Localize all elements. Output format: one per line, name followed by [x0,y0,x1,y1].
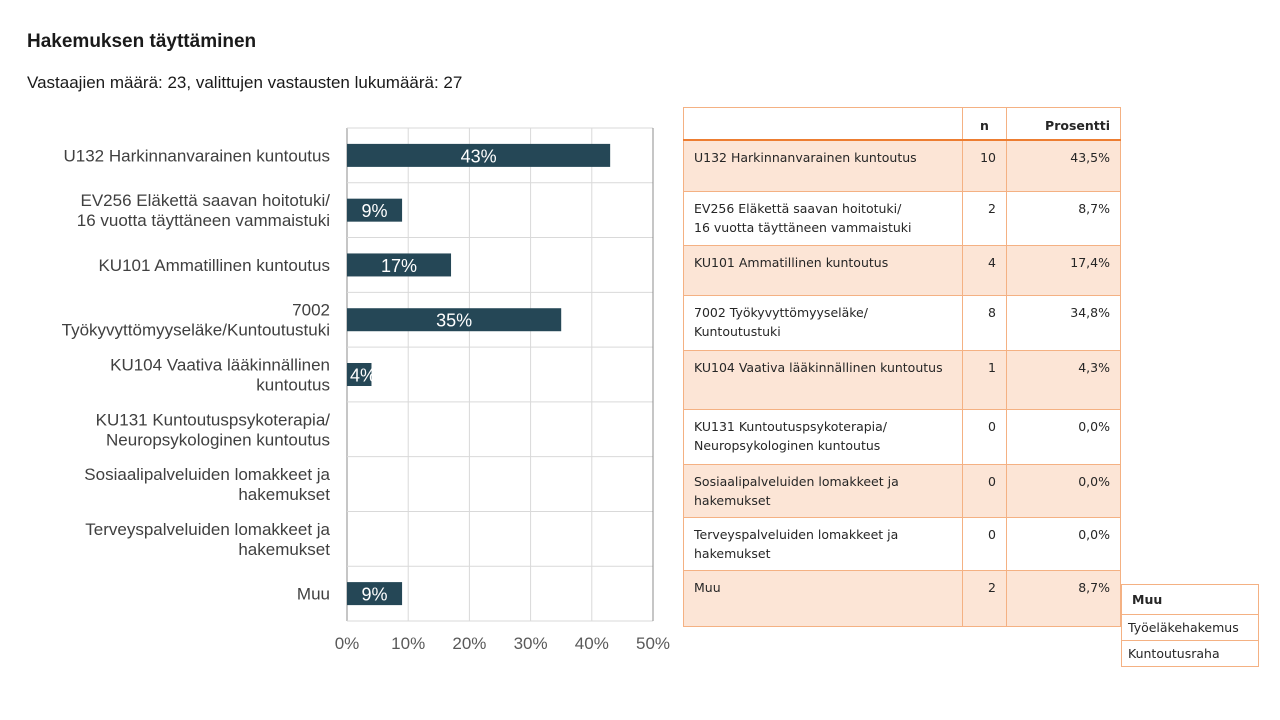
row-label-line: Muu [694,580,721,595]
results-table: n Prosentti U132 Harkinnanvarainen kunto… [683,107,1121,627]
header-label-cell [683,107,963,141]
header-n: n [962,107,1007,141]
row-label: KU101 Ammatillinen kuntoutus [683,245,963,296]
bar-value-label: 35% [436,311,472,331]
page-title: Hakemuksen täyttäminen [27,31,257,52]
other-header-row: Muu [1121,584,1259,615]
other-row: Kuntoutusraha [1121,640,1259,667]
x-tick-label: 20% [452,634,486,653]
row-label: Terveyspalveluiden lomakkeet ja hakemukse… [683,517,963,571]
category-label: 7002 Työkyvyttömyyseläke/Kuntoutustuki [62,301,330,340]
category-label: Muu [297,585,330,604]
row-label: U132 Harkinnanvarainen kuntoutus [683,139,963,192]
row-label-line: U132 Harkinnanvarainen kuntoutus [694,149,917,165]
bar-value-label: 4% [350,366,376,386]
category-label: Terveyspalveluiden lomakkeet ja hakemukse… [85,520,330,559]
row-label: KU104 Vaativa lääkinnällinen kuntoutus [683,350,963,410]
row-label: Sosiaalipalveluiden lomakkeet ja hakemuks… [683,464,963,518]
x-tick-label: 30% [514,634,548,653]
table-row: 7002 Työkyvyttömyyseläke/Kuntoutustuki 8 3… [683,295,1121,351]
category-label: U132 Harkinnanvarainen kuntoutus [63,146,330,165]
row-percent: 4,3% [1006,350,1121,410]
bar-value-label: 43% [461,146,497,166]
row-label: EV256 Eläkettä saavan hoitotuki/16 vuott… [683,191,963,246]
row-label: KU131 Kuntoutuspsykoterapia/Neuropsykolo… [683,409,963,465]
row-label-line: EV256 Eläkettä saavan hoitotuki/ [694,201,902,216]
bar-chart: 0% 10% 20% 30% 40% 50% 43% U132 Harkinnanvarain… [62,127,670,653]
row-label-line: hakemukset [694,546,771,561]
row-label-line: KU101 Ammatillinen kuntoutus [694,255,889,270]
table-row: Muu 2 8,7% [683,570,1121,627]
row-label-line: 16 vuotta täyttäneen vammaistuki [694,220,912,235]
x-tick-label: 10% [391,634,425,653]
category-label: EV256 Eläkettä saavan hoitotuki/16 vuott… [77,191,331,230]
header-percent: Prosentti [1006,107,1121,141]
bar [347,143,611,167]
bar [347,198,403,222]
x-tick-label: 0% [335,634,360,653]
category-label: KU131 Kuntoutuspsykoterapia/Neuropsykolo… [96,410,331,449]
bar-value-label: 17% [381,256,417,276]
category-label: KU104 Vaativa lääkinnällinen kuntoutus [110,356,330,395]
row-count: 0 [962,517,1007,571]
x-tick-label: 40% [575,634,609,653]
row-label-line: Kuntoutustuki [694,324,781,339]
row-percent: 43,5% [1006,139,1121,192]
row-label-line: Neuropsykologinen kuntoutus [694,438,881,453]
row-count: 8 [962,295,1007,351]
row-label-line: hakemukset [694,493,771,508]
category-label: Sosiaalipalveluiden lomakkeet ja hakemuks… [84,465,330,504]
bar [347,253,452,277]
table-row: Terveyspalveluiden lomakkeet ja hakemukse… [683,517,1121,571]
table-row: KU104 Vaativa lääkinnällinen kuntoutus 1 4… [683,350,1121,410]
other-answer: Työeläkehakemus [1121,614,1259,641]
table-row: Sosiaalipalveluiden lomakkeet ja hakemuks… [683,464,1121,518]
row-percent: 8,7% [1006,570,1121,627]
bar [347,308,562,332]
row-label-line: KU104 Vaativa lääkinnällinen kuntoutus [694,360,943,375]
table-row: KU131 Kuntoutuspsykoterapia/Neuropsykolo… [683,409,1121,465]
table-row: EV256 Eläkettä saavan hoitotuki/16 vuott… [683,191,1121,246]
row-label: 7002 Työkyvyttömyyseläke/Kuntoutustuki [683,295,963,351]
bar-value-label: 9% [362,201,388,221]
row-percent: 34,8% [1006,295,1121,351]
respondent-summary: Vastaajien määrä: 23, valittujen vastaus… [27,73,463,92]
row-percent: 17,4% [1006,245,1121,296]
bar [347,363,372,386]
bar-value-label: 9% [362,585,388,605]
category-label: KU101 Ammatillinen kuntoutus [98,256,330,275]
row-percent: 0,0% [1006,464,1121,518]
row-count: 0 [962,464,1007,518]
row-label-line: Sosiaalipalveluiden lomakkeet ja [694,474,899,489]
other-row: Työeläkehakemus [1121,614,1259,641]
other-answer: Kuntoutusraha [1121,640,1259,667]
row-count: 2 [962,570,1007,627]
table-header-row: n Prosentti [683,107,1121,141]
table-row: U132 Harkinnanvarainen kuntoutus 10 43,5% [683,139,1121,192]
x-tick-label: 50% [636,634,670,653]
bar [347,582,403,606]
row-count: 1 [962,350,1007,410]
row-percent: 8,7% [1006,191,1121,246]
row-label-line: KU131 Kuntoutuspsykoterapia/ [694,419,888,434]
row-count: 2 [962,191,1007,246]
row-label-line: Terveyspalveluiden lomakkeet ja [694,527,899,542]
table-row: KU101 Ammatillinen kuntoutus 4 17,4% [683,245,1121,296]
row-count: 10 [962,139,1007,192]
row-label: Muu [683,570,963,627]
row-count: 4 [962,245,1007,296]
row-label-line: 7002 Työkyvyttömyyseläke/ [694,305,868,320]
row-percent: 0,0% [1006,409,1121,465]
other-header: Muu [1121,584,1259,615]
other-answers-table: Muu Työeläkehakemus Kuntoutusraha [1121,584,1259,667]
row-count: 0 [962,409,1007,465]
row-percent: 0,0% [1006,517,1121,571]
